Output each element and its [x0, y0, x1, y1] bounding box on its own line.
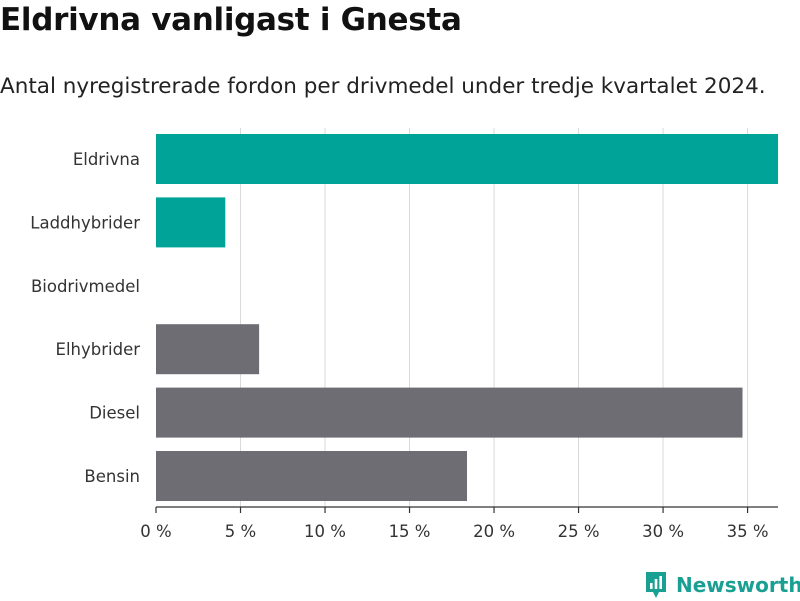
category-label: Biodrivmedel [31, 277, 140, 296]
category-label: Bensin [84, 467, 140, 486]
bar [156, 134, 778, 184]
newsworthy-logo-icon [646, 572, 666, 598]
bar [156, 324, 260, 375]
chart-title: Eldrivna vanligast i Gnesta [0, 2, 462, 38]
x-tick-label: 20 % [473, 522, 515, 541]
bar [156, 451, 467, 501]
x-tick-label: 10 % [304, 522, 346, 541]
brand-name: Newsworthy [676, 573, 800, 597]
x-tick-label: 25 % [558, 522, 600, 541]
category-label: Laddhybrider [30, 213, 140, 232]
chart-subtitle: Antal nyregistrerade fordon per drivmede… [0, 74, 766, 99]
category-label: Elhybrider [56, 340, 141, 359]
x-tick-label: 15 % [389, 522, 431, 541]
x-tick-label: 35 % [727, 522, 769, 541]
newsworthy-logo: Newsworthy [644, 569, 800, 601]
category-label: Eldrivna [73, 150, 140, 169]
x-tick-label: 30 % [642, 522, 684, 541]
category-label: Diesel [89, 404, 140, 423]
x-tick-label: 5 % [225, 522, 256, 541]
x-tick-label: 0 % [140, 522, 171, 541]
bar [156, 197, 226, 248]
bar [156, 387, 743, 438]
